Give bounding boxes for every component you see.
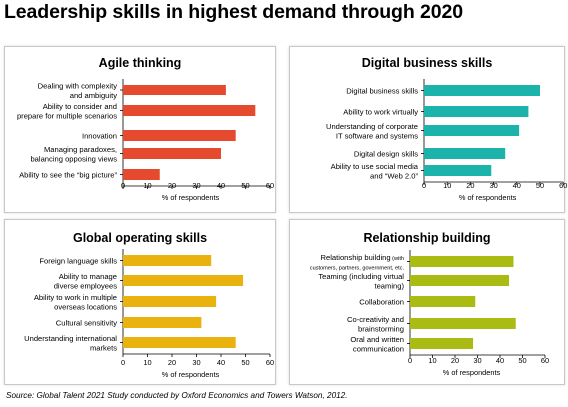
- x-tick-label: 20: [451, 356, 459, 365]
- category-label: and “Web 2.0”: [370, 171, 418, 180]
- bar-collaboration: [410, 296, 476, 307]
- x-tick-label: 50: [536, 181, 544, 190]
- category-label: Understanding international: [24, 334, 117, 343]
- x-tick-label: 60: [559, 181, 567, 190]
- bar-ability-to-see-the-big-picture: [123, 169, 160, 180]
- chart-relationship-building: Relationship building Relationship buildi…: [310, 231, 549, 377]
- bar-innovation: [123, 130, 236, 141]
- x-tick-label: 0: [408, 356, 412, 365]
- category-label: and ambiguity: [70, 91, 117, 100]
- category-label: brainstorming: [358, 324, 404, 333]
- x-axis-title: % of respondents: [162, 370, 220, 379]
- chart-title: Agile thinking: [99, 56, 182, 70]
- page-title: Leadership skills in highest demand thro…: [4, 1, 463, 23]
- x-tick-label: 30: [473, 356, 481, 365]
- chart-title: Global operating skills: [73, 231, 207, 245]
- category-label: Ability to work in multiple: [34, 293, 117, 302]
- x-tick-label: 60: [541, 356, 549, 365]
- x-tick-label: 10: [143, 181, 151, 190]
- bar-ability-to-manage: [123, 275, 244, 286]
- bar-ability-to-work-in-multiple: [123, 296, 217, 307]
- category-label: Ability to see the “big picture”: [19, 171, 117, 180]
- category-label: Teaming (including virtual: [318, 272, 404, 281]
- bar-ability-to-work-virtually: [424, 106, 529, 117]
- category-label: diverse employees: [54, 281, 118, 290]
- bar-dealing-with-complexity: [123, 85, 226, 95]
- x-tick-label: 20: [168, 358, 176, 367]
- category-label: customers, partners, government, etc.: [310, 265, 405, 271]
- x-tick-label: 40: [217, 181, 225, 190]
- bar-relationship-building: [410, 256, 514, 267]
- x-tick-label: 30: [489, 181, 497, 190]
- bar-foreign-language-skills: [123, 255, 212, 266]
- panel-digital-business-skills: Digital business skills Digital business …: [289, 46, 567, 213]
- chart-agile-thinking: Agile thinking Dealing with complexityand…: [17, 56, 274, 202]
- x-tick-label: 30: [192, 358, 200, 367]
- x-tick-label: 50: [518, 356, 526, 365]
- category-label: Co-creativity and: [347, 315, 404, 324]
- bar-understanding-of-corporate: [424, 125, 520, 136]
- bar-digital-design-skills: [424, 148, 506, 159]
- x-tick-label: 0: [121, 181, 125, 190]
- category-label: Ability to use social media: [331, 162, 419, 171]
- category-label: Innovation: [82, 132, 117, 141]
- panel-relationship-building: Relationship building Relationship buildi…: [289, 219, 565, 385]
- category-label: balancing opposing views: [30, 154, 117, 163]
- bar-managing-paradoxes: [123, 148, 221, 159]
- chart-title: Relationship building: [363, 231, 490, 245]
- category-label: Cultural sensitivity: [56, 319, 117, 328]
- chart-title: Digital business skills: [362, 56, 493, 70]
- category-label: prepare for multiple scenarios: [17, 111, 117, 120]
- x-axis-title: % of respondents: [459, 193, 517, 202]
- bar-understanding-international: [123, 337, 236, 348]
- category-label: IT software and systems: [336, 131, 418, 140]
- category-label: Collaboration: [359, 298, 404, 307]
- x-tick-label: 50: [241, 181, 249, 190]
- x-tick-label: 20: [168, 181, 176, 190]
- panel-agile-thinking: Agile thinking Dealing with complexity and…: [4, 46, 276, 213]
- chart-digital-business-skills: Digital business skills Digital business …: [326, 56, 567, 202]
- category-label: overseas locations: [54, 302, 117, 311]
- category-label: Managing paradoxes,: [44, 145, 117, 154]
- category-label: Understanding of corporate: [326, 122, 418, 131]
- x-tick-label: 40: [496, 356, 504, 365]
- bar-cultural-sensitivity: [123, 317, 202, 328]
- bar-teaming-including-virtual: [410, 275, 509, 286]
- x-axis-title: % of respondents: [443, 368, 501, 377]
- x-tick-label: 30: [192, 181, 200, 190]
- category-label: Relationship building (with: [321, 253, 404, 262]
- category-label: markets: [90, 343, 117, 352]
- source-note: Source: Global Talent 2021 Study conduct…: [6, 391, 348, 400]
- x-tick-label: 60: [266, 181, 274, 190]
- category-label: Dealing with complexity: [38, 81, 118, 90]
- chart-global-operating-skills: Global operating skills Foreign language …: [24, 231, 274, 379]
- bar-ability-to-use-social-media: [424, 165, 492, 176]
- category-label: Ability to consider and: [43, 102, 117, 111]
- category-label: Digital business skills: [346, 87, 418, 96]
- category-label: communication: [353, 344, 404, 353]
- bar-digital-business-skills: [424, 85, 540, 96]
- x-tick-label: 10: [143, 358, 151, 367]
- x-tick-label: 0: [422, 181, 426, 190]
- x-tick-label: 40: [217, 358, 225, 367]
- category-label: teaming): [374, 281, 404, 290]
- x-axis-title: % of respondents: [162, 193, 220, 202]
- x-tick-label: 10: [428, 356, 436, 365]
- x-tick-label: 40: [513, 181, 521, 190]
- category-label: Foreign language skills: [39, 257, 117, 266]
- x-tick-label: 60: [266, 358, 274, 367]
- bar-ability-to-consider-and: [123, 105, 256, 116]
- category-label: Ability to manage: [59, 272, 117, 281]
- category-label: Digital design skills: [354, 150, 418, 159]
- x-tick-label: 10: [443, 181, 451, 190]
- bar-oral-and-written: [410, 338, 473, 349]
- x-tick-label: 50: [241, 358, 249, 367]
- panel-global-operating-skills: Global operating skills Foreign language …: [4, 219, 276, 385]
- x-tick-label: 20: [466, 181, 474, 190]
- category-label: Ability to work virtually: [343, 108, 418, 117]
- category-label: Oral and written: [350, 335, 404, 344]
- bar-co-creativity-and: [410, 318, 516, 329]
- x-tick-label: 0: [121, 358, 125, 367]
